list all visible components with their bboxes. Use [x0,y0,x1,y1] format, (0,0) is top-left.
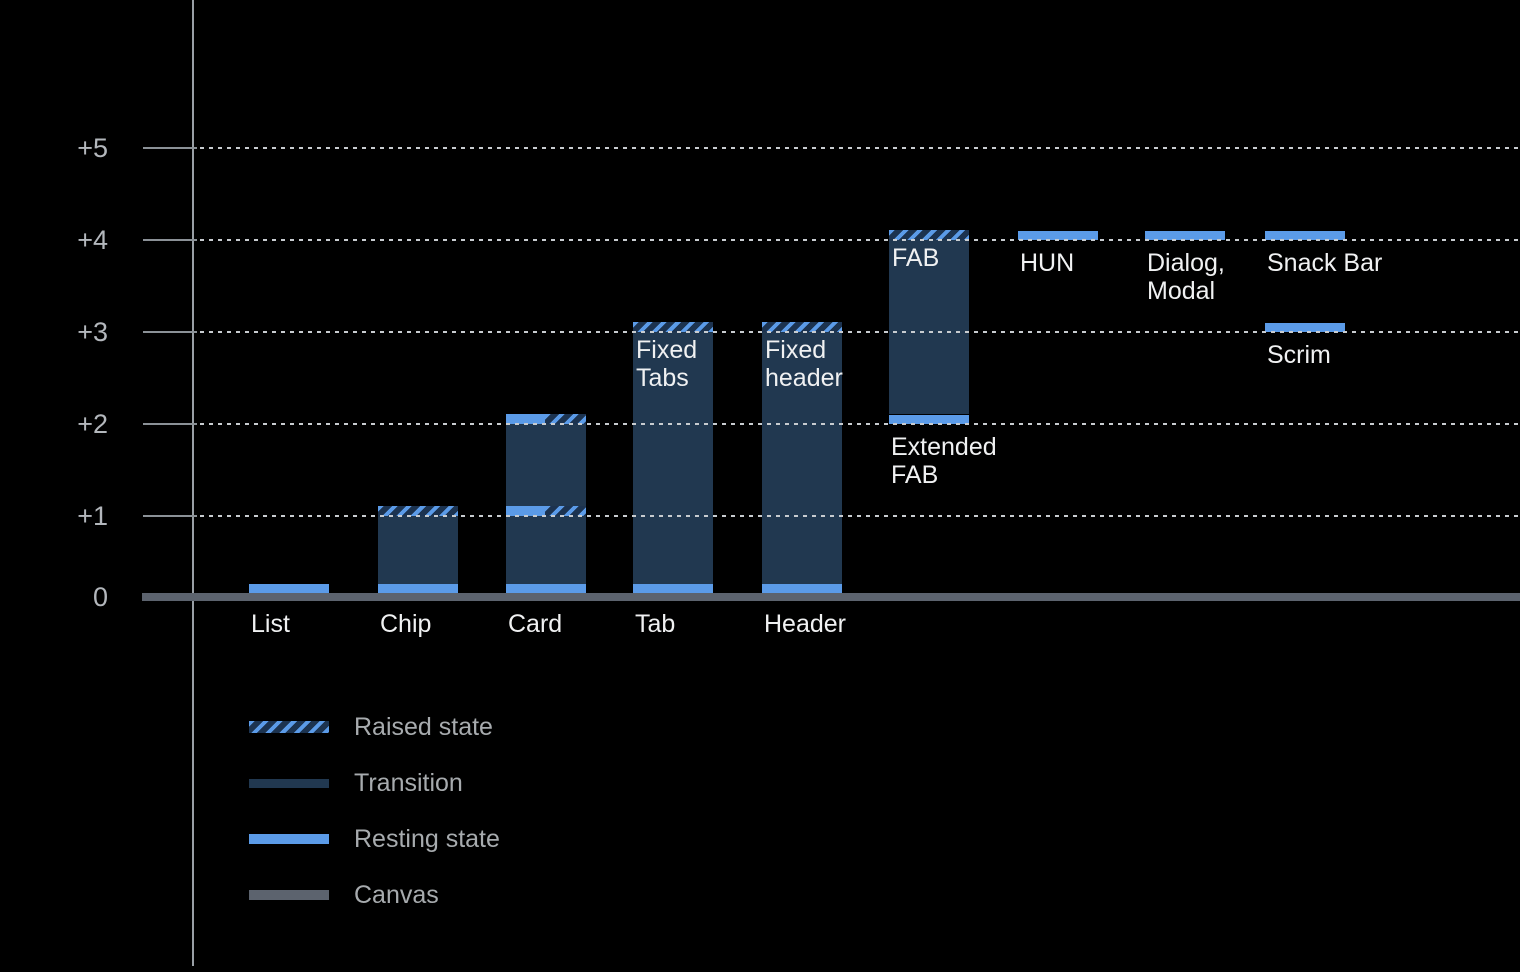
y-tick-label: +5 [77,133,108,163]
tab-label: Tab [635,610,676,638]
tick-plus2 [143,423,197,425]
legend-swatch-resting [249,834,329,844]
fab-label: Extended [891,433,997,461]
dialog-modal-label: Dialog, [1147,249,1225,277]
fab-raised-band [889,230,969,240]
card-resting-band [506,414,545,424]
card-resting-band [506,584,586,593]
fab-resting-band [889,415,969,424]
legend-swatch-transition [249,778,329,788]
header-inner-label: header [765,364,843,392]
tab-inner-label: Fixed [636,336,698,364]
card-resting-band [506,506,545,516]
chip-transition [378,516,458,584]
tick-plus1 [143,515,197,517]
snack-bar-resting-band [1265,231,1345,240]
header-transition [762,332,842,584]
y-tick-label: +4 [77,225,108,255]
card-label: Card [508,610,563,638]
dialog-modal-label: Modal [1147,277,1216,305]
chip-resting-band [378,584,458,593]
gridline-plus1 [200,515,1520,517]
fab-inner-label: FAB [892,244,940,272]
card-raised-band [545,506,586,516]
tab-resting-band [633,584,713,593]
hun-resting-band [1018,231,1098,240]
y-tick-label: 0 [92,582,108,612]
fab-transition [889,240,969,414]
card-raised-band [545,414,586,424]
header-label: Header [764,610,846,638]
dialog-modal-resting-band [1145,231,1225,240]
snack-bar-label: Snack Bar [1267,249,1383,277]
list-label: List [251,610,290,638]
card-transition [506,424,586,506]
tick-plus3 [143,331,197,333]
header-raised-band [762,322,842,332]
gridline-plus4 [200,239,1520,241]
tab-inner-label: Tabs [636,364,689,392]
legend-swatch-canvas [249,890,329,900]
chip-label: Chip [380,610,432,638]
scrim-label: Scrim [1267,341,1331,369]
legend-item: Canvas [249,881,500,909]
y-tick-label: +2 [77,409,108,439]
gridline-plus3 [200,331,1520,333]
legend-label: Transition [354,768,463,797]
chip-raised-band [378,506,458,516]
y-tick-label: +1 [77,501,108,531]
legend-label: Resting state [354,824,500,853]
tick-plus4 [143,239,197,241]
legend: Raised state Transition Resting state Canva… [249,713,500,937]
legend-item: Transition [249,769,500,797]
list-resting-band [249,584,329,593]
scrim-resting-band [1265,323,1345,332]
gridline-plus5 [200,147,1520,149]
y-tick-label: +3 [77,317,108,347]
header-inner-label: Fixed [765,336,827,364]
fab-label: FAB [891,461,939,489]
legend-swatch-raised [249,721,329,733]
legend-label: Raised state [354,712,493,741]
card-transition [506,516,586,584]
y-axis-line [192,0,194,966]
legend-label: Canvas [354,880,439,909]
hun-label: HUN [1020,249,1075,277]
legend-item: Resting state [249,825,500,853]
tab-raised-band [633,322,713,332]
header-resting-band [762,584,842,593]
canvas-baseline [142,593,1520,601]
tab-transition [633,332,713,584]
legend-item: Raised state [249,713,500,741]
gridline-plus2 [200,423,1520,425]
tick-plus5 [143,147,197,149]
